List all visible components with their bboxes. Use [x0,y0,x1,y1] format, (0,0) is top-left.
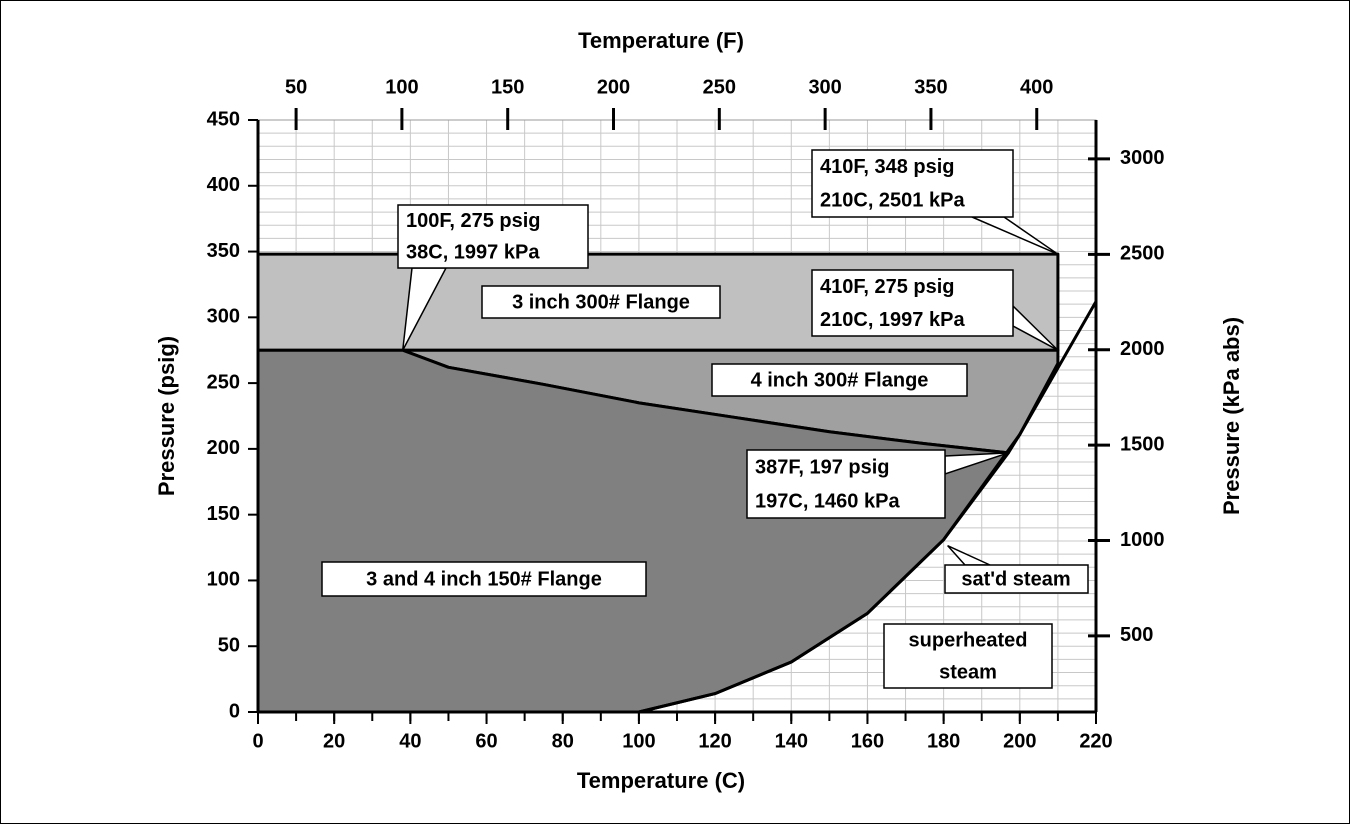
callout-text: 197C, 1460 kPa [755,490,900,512]
label-text: steam [939,661,997,683]
callout-text: 100F, 275 psig [406,210,541,232]
y-tick-label: 350 [207,240,240,262]
x-tick-label: 60 [475,730,497,752]
callout-text: 38C, 1997 kPa [406,242,540,264]
y-tick-label: 200 [207,437,240,459]
callout-text: 387F, 197 psig [755,456,890,478]
x-tick-label: 40 [399,730,421,752]
y-tick-label: 150 [207,503,240,525]
x-tick-label: 80 [552,730,574,752]
x-tick-label: 160 [851,730,884,752]
x-tick-label: 220 [1079,730,1112,752]
series-label: sat'd steam [961,568,1070,590]
x2-tick-label: 300 [808,76,841,98]
y2-tick-label: 1000 [1120,529,1165,551]
x2-tick-label: 400 [1020,76,1053,98]
x2-tick-label: 250 [703,76,736,98]
region-label-box [481,285,721,319]
label-text: superheated [909,629,1028,651]
y-tick-label: 50 [218,635,240,657]
x-tick-label: 180 [927,730,960,752]
callout-text: 410F, 275 psig [820,276,955,298]
callout-box [746,449,946,519]
y-tick-label: 0 [229,700,240,722]
x-tick-label: 20 [323,730,345,752]
callout-box [944,564,1089,594]
y-tick-label: 250 [207,371,240,393]
x2-tick-label: 100 [385,76,418,98]
label-box [883,623,1053,689]
callout-box [811,149,1014,218]
region-label-box [711,363,968,397]
x-tick-label: 120 [698,730,731,752]
y2-tick-label: 2500 [1120,243,1165,265]
y-tick-label: 450 [207,108,240,130]
callout-text: 210C, 1997 kPa [820,309,965,331]
curve [638,300,1098,714]
callout-text: 210C, 2501 kPa [820,190,965,212]
y2-tick-label: 3000 [1120,147,1165,169]
x-tick-label: 140 [775,730,808,752]
x2-tick-label: 50 [285,76,307,98]
top-axis-title: Temperature (F) [578,28,744,53]
y-tick-label: 400 [207,174,240,196]
callout-text: 410F, 348 psig [820,156,955,178]
y-axis-title: Pressure (psig) [154,336,179,496]
y2-tick-label: 1500 [1120,433,1165,455]
region-label: 4 inch 300# Flange [751,369,929,391]
x2-tick-label: 200 [597,76,630,98]
region-label: 3 inch 300# Flange [512,291,690,313]
y2-axis-title: Pressure (kPa abs) [1219,317,1244,515]
callout-box [811,269,1014,337]
x2-tick-label: 150 [491,76,524,98]
y-tick-label: 100 [207,569,240,591]
x2-tick-label: 350 [914,76,947,98]
region-label: 3 and 4 inch 150# Flange [366,568,602,590]
y-tick-label: 300 [207,306,240,328]
y2-tick-label: 2000 [1120,338,1165,360]
callout-box [397,204,589,269]
x-tick-label: 0 [252,730,263,752]
x-tick-label: 100 [622,730,655,752]
x-axis-title: Temperature (C) [577,768,745,793]
y2-tick-label: 500 [1120,624,1153,646]
region-label-box [321,561,647,597]
x-tick-label: 200 [1003,730,1036,752]
